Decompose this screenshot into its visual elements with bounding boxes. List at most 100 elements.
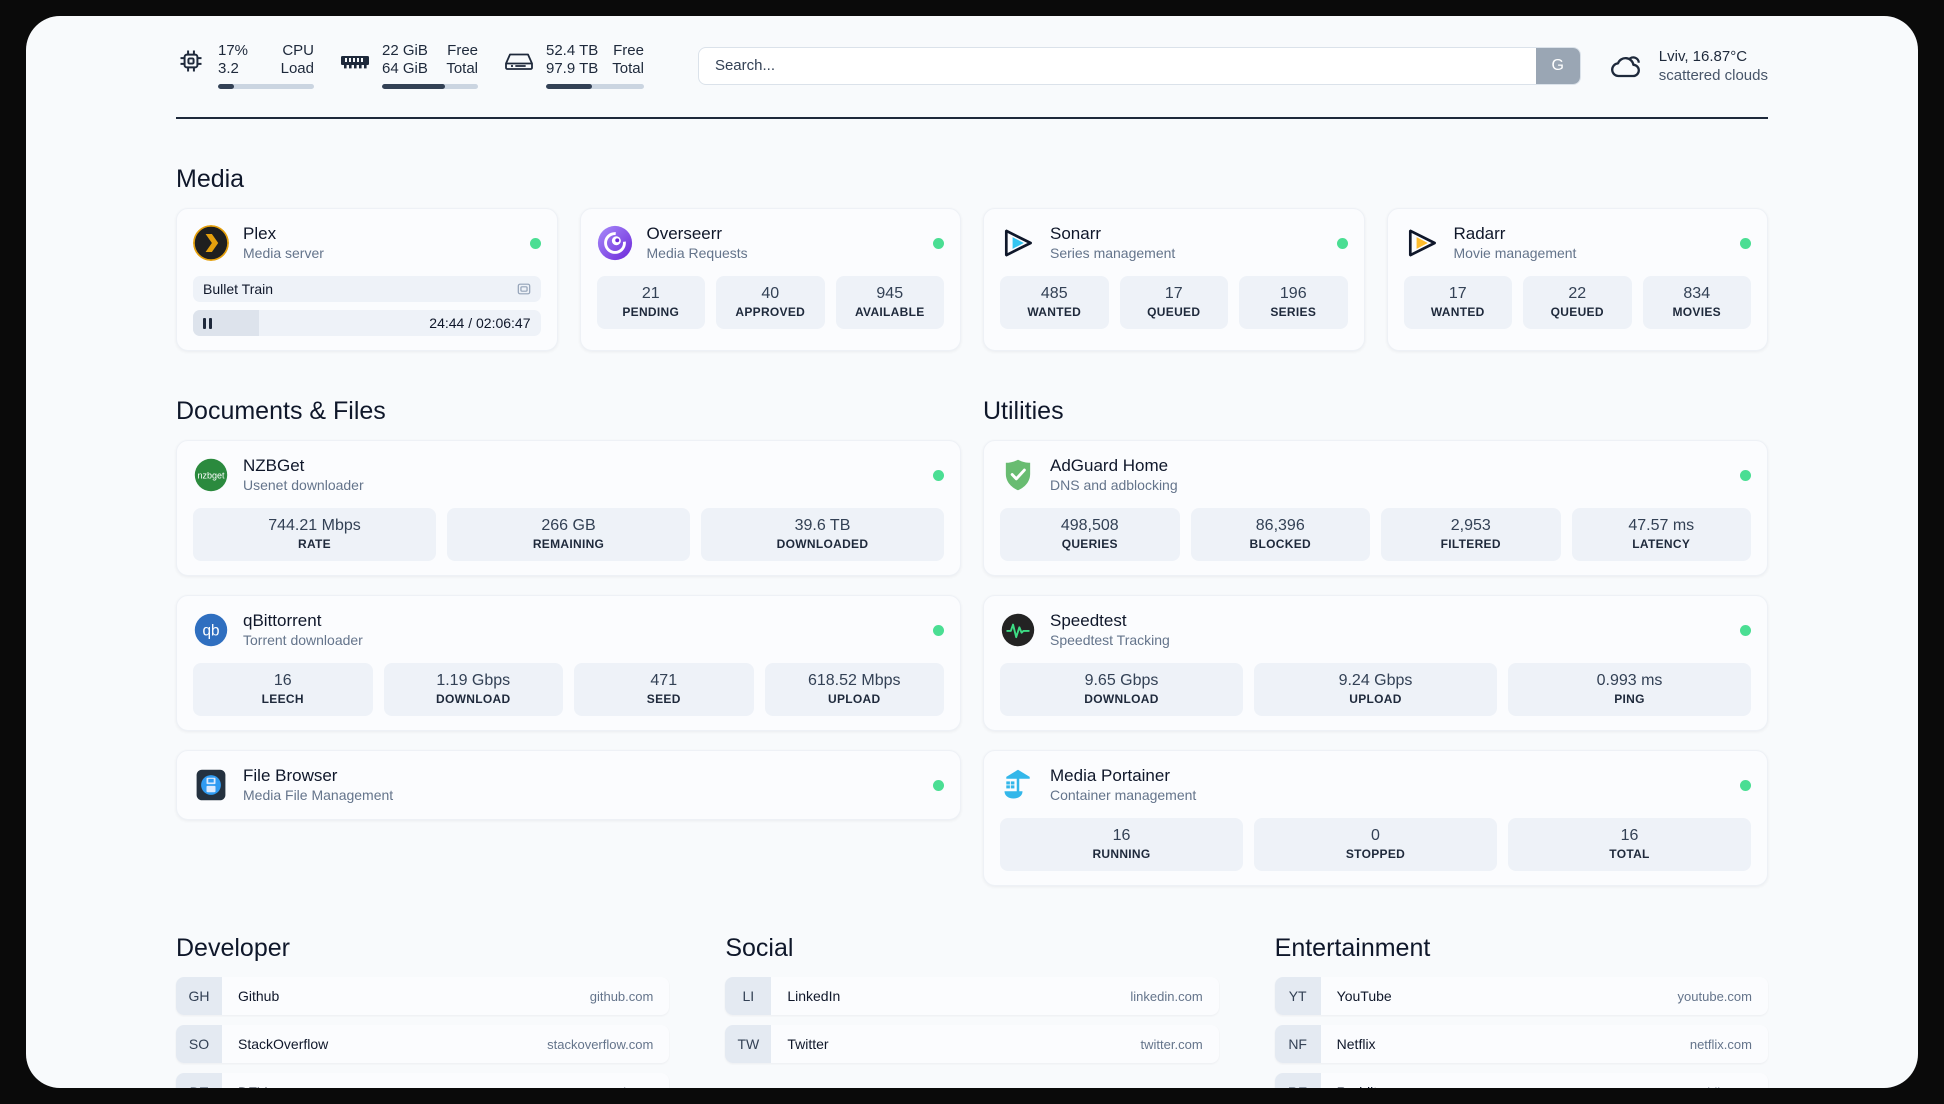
stat-tile[interactable]: 21 PENDING [596,276,705,329]
service-description: Media server [243,245,324,261]
service-card[interactable]: Media Portainer Container management 16 RUN… [983,750,1768,886]
stat-tile-label: UPLOAD [828,692,881,706]
stat-tile-label: DOWNLOAD [1084,692,1159,706]
status-indicator-online [1740,779,1751,791]
stat-progress-bar [546,84,644,89]
stat-tile[interactable]: 16 LEECH [193,663,373,716]
bookmark-item[interactable]: YT YouTube youtube.com [1274,977,1768,1015]
status-indicator-online [933,779,944,791]
stat-tile-label: AVAILABLE [854,305,925,319]
stat-tile[interactable]: 498,508 QUERIES [1000,508,1180,561]
stat-tile[interactable]: 0 STOPPED [1254,818,1497,871]
stat-tile-value: 471 [650,672,678,689]
stat-tiles: 498,508 QUERIES 86,396 BLOCKED 2,953 FILTERED… [1000,508,1751,561]
service-card[interactable]: Overseerr Media Requests 21 PENDING 40 APPROV… [579,208,961,351]
stat-tile[interactable]: 9.24 Gbps UPLOAD [1254,663,1497,716]
search-submit-button[interactable]: G [1535,47,1580,84]
stat-tile[interactable]: 485 WANTED [1000,276,1109,329]
media-card-row: Plex Media server Bullet Train 24:44 / 02:0… [176,208,1768,351]
weather-location-temp: Lviv, 16.87°C [1658,47,1748,65]
stat-tile[interactable]: 945 AVAILABLE [835,276,944,329]
stat-tile[interactable]: 2,953 FILTERED [1381,508,1561,561]
service-name: Media Portainer [1050,766,1171,785]
bookmark-item[interactable]: REReddit reddit.com [1274,1073,1768,1088]
stat-tile[interactable]: 196 SERIES [1239,276,1348,329]
stat-value-primary: 52.4 TB [546,42,599,59]
service-card[interactable]: qb qBittorrent Torrent downloader 16 LEECH 1.… [176,595,961,731]
bookmark-group-title: Social [725,934,794,962]
service-name: Overseerr [646,224,723,243]
service-card[interactable]: Plex Media server Bullet Train 24:44 / 02:0… [176,208,558,351]
service-card[interactable]: File Browser Media File Management [176,750,961,820]
stat-tile[interactable]: 16 RUNNING [1000,818,1243,871]
service-description: Series management [1050,245,1176,261]
utilities-card-stack: AdGuard Home DNS and adblocking 498,508 QUE… [983,440,1768,886]
playback-progress-bar[interactable]: 24:44 / 02:06:47 [193,310,541,336]
speedtest-icon [1000,612,1036,648]
bookmark-item[interactable]: GH Github github.com [176,977,670,1015]
section-title-documents: Documents & Files [176,397,386,425]
pause-icon[interactable] [203,317,212,329]
bookmark-abbr: NF [1274,1025,1321,1063]
header: 17% CPU 3.2 Load 22 GiB Free 64 GiB Total 52.4 T… [26,16,1918,119]
stat-tile[interactable]: 266 GB REMAINING [447,508,690,561]
bookmark-item[interactable]: LI LinkedIn linkedin.com [725,977,1219,1015]
search-bar[interactable]: G [697,46,1581,85]
service-card[interactable]: Sonarr Series management 485 WANTED 17 QUEUED… [983,208,1365,351]
stat-tile[interactable]: 834 MOVIES [1642,276,1751,329]
bookmark-url: netflix.com [1689,1036,1752,1052]
stat-tile[interactable]: 16 TOTAL [1508,818,1751,871]
stat-tile-value: 0.993 ms [1596,672,1663,689]
stat-tile[interactable]: 22 QUEUED [1523,276,1632,329]
bookmark-url: stackoverflow.com [547,1036,654,1052]
bookmark-item[interactable]: TW Twitter twitter.com [725,1025,1219,1063]
search-input[interactable] [698,47,1536,84]
stat-tile[interactable]: 47.57 ms LATENCY [1571,508,1751,561]
stat-tile[interactable]: 471 SEED [574,663,754,716]
stat-tile[interactable]: 39.6 TB DOWNLOADED [701,508,944,561]
cast-icon[interactable] [517,282,531,296]
stat-tile[interactable]: 744.21 Mbps RATE [193,508,436,561]
stat-tile[interactable]: 86,396 BLOCKED [1190,508,1370,561]
stat-tile-label: FILTERED [1440,537,1501,551]
bookmark-item[interactable]: DTDEV dev.to [176,1073,670,1088]
service-card[interactable]: Radarr Movie management 17 WANTED 22 QUEUED 83… [1386,208,1768,351]
bookmark-abbr: YT [1274,977,1321,1015]
service-card[interactable]: AdGuard Home DNS and adblocking 498,508 QUE… [983,440,1768,576]
stat-tile[interactable]: 9.65 Gbps DOWNLOAD [1000,663,1243,716]
stat-tile[interactable]: 17 WANTED [1403,276,1512,329]
disk-icon [504,46,534,76]
weather-description: scattered clouds [1658,66,1768,84]
service-name: AdGuard Home [1050,456,1169,475]
svg-text:qb: qb [203,622,220,639]
service-description: Torrent downloader [243,632,363,648]
stat-tile-value: 86,396 [1255,517,1305,534]
stat-tile[interactable]: 40 APPROVED [716,276,825,329]
header-stat-disk: 52.4 TB Free 97.9 TB Total [504,42,644,89]
stat-tile-label: SEED [646,692,681,706]
stat-tile-label: APPROVED [735,305,806,319]
service-card[interactable]: Speedtest Speedtest Tracking 9.65 Gbps DOWN… [983,595,1768,731]
bookmark-name: Twitter [787,1036,829,1052]
service-card[interactable]: nzbget NZBGet Usenet downloader 744.21 Mbps… [176,440,961,576]
stat-tile-label: WANTED [1027,305,1082,319]
stat-tile-label: TOTAL [1609,847,1650,861]
stat-tile-label: RUNNING [1092,847,1151,861]
stat-tile[interactable]: 618.52 Mbps UPLOAD [764,663,944,716]
bookmark-url: youtube.com [1677,988,1752,1004]
bookmark-item[interactable]: NF Netflix netflix.com [1274,1025,1768,1063]
stat-tile[interactable]: 17 QUEUED [1119,276,1228,329]
bookmark-item[interactable]: SO StackOverflow stackoverflow.com [176,1025,670,1063]
service-name: Radarr [1453,224,1506,243]
service-description: Usenet downloader [243,477,364,493]
stat-label-primary: CPU [282,42,314,59]
stat-tile-label: SERIES [1270,305,1317,319]
stat-tile-label: QUEUED [1550,305,1604,319]
service-name: Plex [243,224,277,243]
stat-tile[interactable]: 0.993 ms PING [1508,663,1751,716]
service-name: Speedtest [1050,611,1127,630]
stat-label-secondary: Total [446,60,478,77]
now-playing-row[interactable]: Bullet Train [193,276,541,302]
stat-tile[interactable]: 1.19 Gbps DOWNLOAD [383,663,563,716]
service-description: DNS and adblocking [1050,477,1178,493]
